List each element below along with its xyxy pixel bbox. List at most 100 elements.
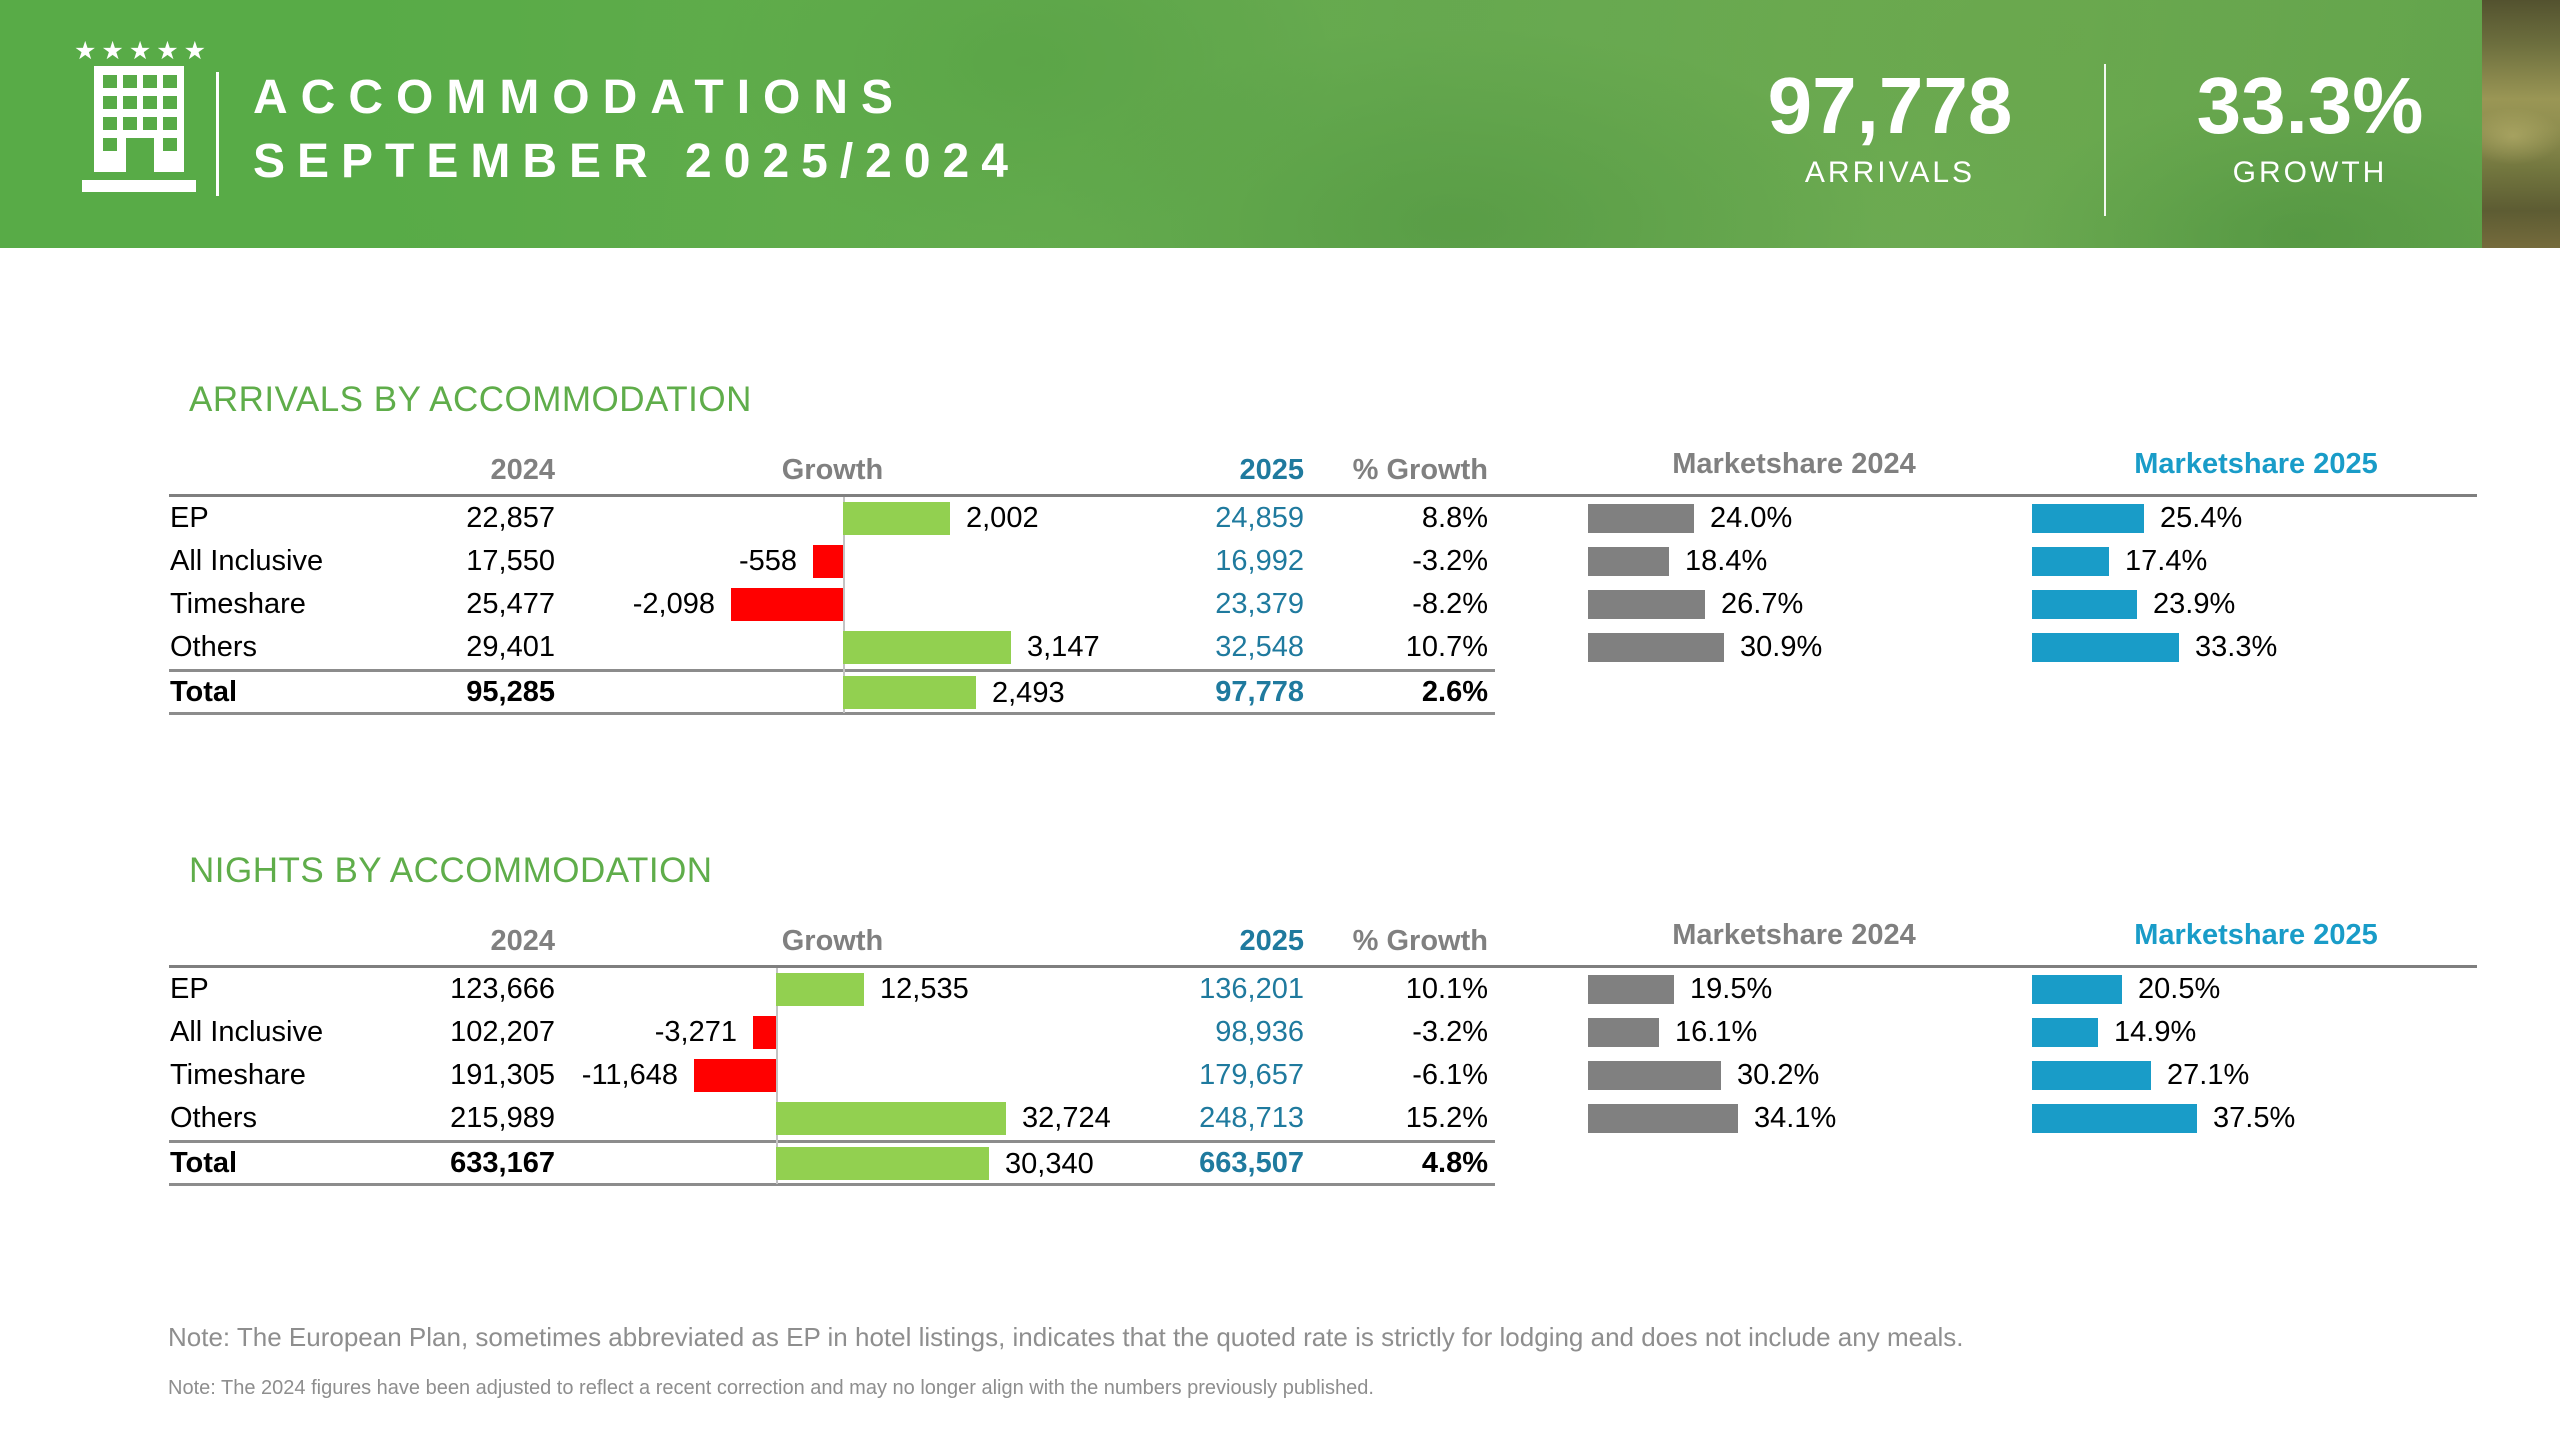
growth-cell: 2,002 — [555, 497, 1110, 540]
header-photo-edge — [2482, 0, 2560, 248]
growth-value-label: -3,271 — [654, 1016, 737, 1048]
column-header-marketshare-2025: Marketshare 2025 — [2134, 919, 2378, 951]
growth-axis-line — [776, 968, 778, 1184]
value-pct-growth: 2.6% — [1421, 676, 1488, 708]
value-2025: 32,548 — [1215, 631, 1304, 663]
value-2025: 16,992 — [1215, 545, 1304, 577]
report-header-banner: ★★★★★ ACCOMMODATIONS SEPTEMBER 2025/2024… — [0, 0, 2560, 248]
column-header-pct-growth: % Growth — [1352, 453, 1488, 486]
marketshare-2024-bar — [1588, 590, 1705, 619]
growth-bar-positive — [843, 631, 1011, 664]
arrivals-kpi-value: 97,778 — [1767, 61, 2013, 150]
header-green-overlay — [0, 0, 2482, 248]
table-row: Timeshare 191,305 -11,648 179,657 -6.1% 30.2%… — [0, 1054, 2480, 1097]
growth-kpi-value: 33.3% — [2196, 61, 2424, 150]
marketshare-2024-cell — [1488, 1143, 2000, 1184]
value-pct-growth: -8.2% — [1412, 588, 1488, 620]
report-title: ACCOMMODATIONS SEPTEMBER 2025/2024 — [253, 70, 1453, 190]
value-2024: 191,305 — [450, 1059, 555, 1091]
marketshare-2024-bar — [1588, 1018, 1659, 1047]
value-pct-growth: 10.7% — [1405, 631, 1488, 663]
growth-bar-negative — [813, 545, 843, 578]
growth-bar-positive — [776, 973, 864, 1006]
marketshare-2025-label: 25.4% — [2160, 502, 2243, 534]
marketshare-2024-cell: 19.5% — [1488, 968, 2000, 1011]
nights-table-section: NIGHTS BY ACCOMMODATION 2024 Growth 2025 % … — [0, 851, 2560, 1271]
value-pct-growth: -3.2% — [1412, 1016, 1488, 1048]
table-header-rule — [169, 965, 2477, 968]
table-row: EP 123,666 12,535 136,201 10.1% 19.5% 20.5% — [0, 968, 2480, 1011]
marketshare-2024-cell: 24.0% — [1488, 497, 2000, 540]
column-header-marketshare-2024: Marketshare 2024 — [1672, 448, 1916, 480]
growth-cell: -11,648 — [555, 1054, 1110, 1097]
marketshare-2024-bar — [1588, 1104, 1738, 1133]
marketshare-2024-bar — [1588, 1061, 1721, 1090]
growth-cell: 3,147 — [555, 626, 1110, 669]
value-2025: 663,507 — [1199, 1147, 1304, 1179]
total-row-top-rule — [169, 1140, 1495, 1143]
marketshare-2025-cell: 23.9% — [2000, 583, 2480, 626]
hotel-logo: ★★★★★ — [74, 37, 212, 198]
marketshare-2024-cell: 30.9% — [1488, 626, 2000, 669]
marketshare-2024-cell: 26.7% — [1488, 583, 2000, 626]
value-2024: 123,666 — [450, 973, 555, 1005]
value-pct-growth: 4.8% — [1421, 1147, 1488, 1179]
growth-bar-positive — [776, 1147, 989, 1180]
growth-value-label: 2,002 — [966, 502, 1039, 534]
table-header-row: 2024 Growth 2025 % Growth Marketshare 2024 Ma… — [0, 448, 2480, 492]
total-row-top-rule — [169, 669, 1495, 672]
marketshare-2025-label: 37.5% — [2213, 1102, 2296, 1134]
growth-kpi-label: GROWTH — [2232, 156, 2388, 189]
five-stars-icon: ★★★★★ — [74, 37, 212, 65]
marketshare-2025-bar — [2032, 1061, 2151, 1090]
column-header-2024: 2024 — [490, 453, 555, 486]
marketshare-2025-bar — [2032, 1018, 2098, 1047]
column-header-pct-growth: % Growth — [1352, 924, 1488, 957]
marketshare-2025-bar — [2032, 504, 2144, 533]
growth-bar-negative — [731, 588, 843, 621]
hotel-building-icon — [82, 66, 196, 192]
table-row: All Inclusive 102,207 -3,271 98,936 -3.2% 16.… — [0, 1011, 2480, 1054]
column-header-2024: 2024 — [490, 924, 555, 957]
row-label: All Inclusive — [170, 545, 324, 577]
value-2024: 29,401 — [466, 631, 555, 663]
growth-value-label: 2,493 — [992, 677, 1065, 709]
table-row: EP 22,857 2,002 24,859 8.8% 24.0% 25.4% — [0, 497, 2480, 540]
report-title-line2: SEPTEMBER 2025/2024 — [253, 135, 1020, 188]
value-pct-growth: -6.1% — [1412, 1059, 1488, 1091]
kpi-divider-line — [2104, 64, 2106, 216]
marketshare-2025-cell: 17.4% — [2000, 540, 2480, 583]
marketshare-2024-cell — [1488, 672, 2000, 713]
marketshare-2025-label: 27.1% — [2167, 1059, 2250, 1091]
marketshare-2024-label: 19.5% — [1690, 973, 1773, 1005]
marketshare-2024-label: 30.9% — [1740, 631, 1823, 663]
header-divider-line — [216, 72, 219, 196]
section-title-nights: NIGHTS BY ACCOMMODATION — [189, 851, 713, 890]
value-2025: 98,936 — [1215, 1016, 1304, 1048]
marketshare-2024-label: 18.4% — [1685, 545, 1768, 577]
marketshare-2024-label: 24.0% — [1710, 502, 1793, 534]
column-header-2025: 2025 — [1239, 924, 1304, 957]
column-header-marketshare-2025: Marketshare 2025 — [2134, 448, 2378, 480]
row-label: EP — [170, 973, 209, 1005]
marketshare-2025-cell: 25.4% — [2000, 497, 2480, 540]
marketshare-2024-cell: 30.2% — [1488, 1054, 2000, 1097]
value-2025: 24,859 — [1215, 502, 1304, 534]
note-text: Note: The 2024 figures have been adjuste… — [168, 1377, 1374, 1399]
value-2025: 97,778 — [1215, 676, 1304, 708]
marketshare-2025-cell — [2000, 672, 2480, 713]
row-label: Timeshare — [170, 588, 306, 620]
marketshare-2025-bar — [2032, 547, 2109, 576]
value-2024: 102,207 — [450, 1016, 555, 1048]
footnote-2024-correction: Note: The 2024 figures have been adjuste… — [168, 1377, 1374, 1400]
value-pct-growth: 8.8% — [1421, 502, 1488, 534]
marketshare-2025-bar — [2032, 590, 2137, 619]
marketshare-2025-label: 33.3% — [2195, 631, 2278, 663]
footnote-european-plan: Note: The European Plan, sometimes abbre… — [168, 1322, 1964, 1353]
table-row: Others 215,989 32,724 248,713 15.2% 34.1% 37.5… — [0, 1097, 2480, 1140]
value-2025: 136,201 — [1199, 973, 1304, 1005]
table-body: EP 22,857 2,002 24,859 8.8% 24.0% 25.4% All Inc… — [0, 497, 2480, 713]
marketshare-2025-label: 20.5% — [2138, 973, 2221, 1005]
marketshare-2025-bar — [2032, 633, 2179, 662]
